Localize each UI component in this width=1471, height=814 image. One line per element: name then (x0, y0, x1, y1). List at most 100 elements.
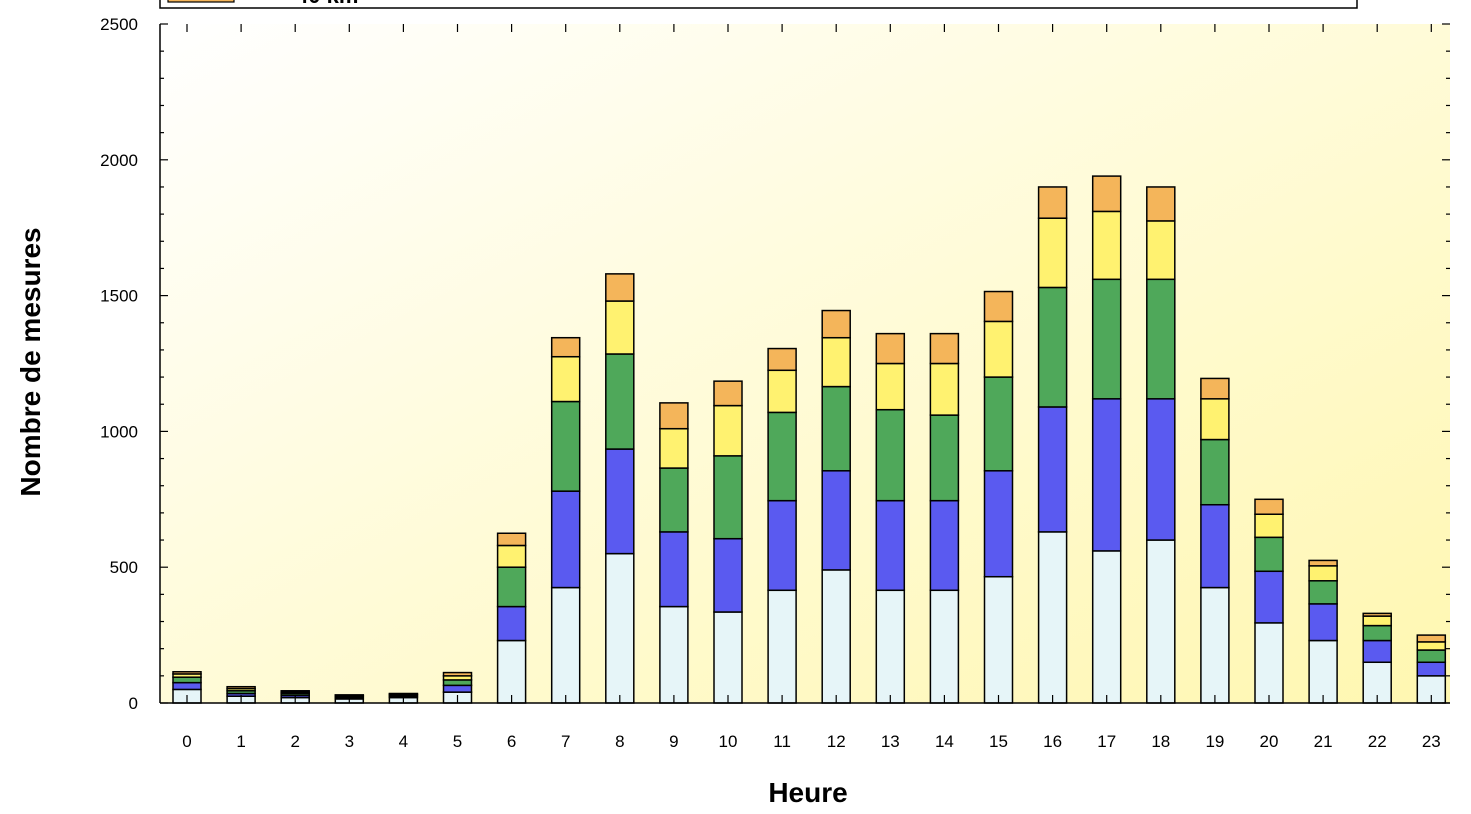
bar-segment-21-s1 (1308, 639, 1338, 704)
bar-segment-23-s4 (1416, 641, 1447, 651)
bar-segment-14-s2 (929, 499, 960, 592)
bar-segment-0-s5 (172, 671, 202, 675)
bar-segment-19-s4 (1200, 398, 1230, 441)
bar-segment-13-s4 (875, 362, 906, 411)
x-tick-label-9: 9 (669, 732, 678, 751)
bar-segment-11-s1 (767, 589, 797, 704)
bar-segment-7-s4 (550, 355, 581, 403)
x-tick-label-12: 12 (827, 732, 846, 751)
bar-segment-7-s3 (550, 400, 581, 492)
bar-segment-16-s4 (1037, 217, 1068, 289)
y-tick-label-500: 500 (110, 558, 138, 577)
bar-segment-20-s5 (1254, 498, 1284, 515)
bar-segment-22-s3 (1362, 624, 1392, 642)
bar-segment-22-s5 (1362, 612, 1392, 617)
bar-segment-16-s2 (1037, 406, 1068, 533)
legend-frame (159, 0, 1358, 9)
bar-segment-7-s5 (550, 336, 581, 358)
y-tick-label-2500: 2500 (100, 15, 138, 34)
plot-background (160, 24, 1450, 703)
bar-segment-0-s3 (172, 676, 202, 684)
bar-segment-12-s3 (821, 385, 851, 472)
bar-segment-6-s4 (496, 544, 527, 568)
y-axis-title: Nombre de mesures (15, 227, 46, 496)
bar-segment-20-s1 (1254, 622, 1284, 704)
legend-swatch (167, 0, 235, 3)
bar-segment-13-s1 (875, 589, 906, 704)
bar-segment-5-s2 (442, 684, 473, 693)
bar-segment-10-s4 (713, 404, 743, 457)
bar-segment-17-s4 (1091, 210, 1122, 281)
bar-segment-0-s2 (172, 681, 202, 691)
x-tick-label-18: 18 (1151, 732, 1170, 751)
x-tick-label-13: 13 (881, 732, 900, 751)
bar-segment-8-s4 (605, 300, 635, 355)
bar-segment-11-s3 (767, 411, 797, 502)
bar-segment-10-s3 (713, 455, 743, 540)
bar-segment-9-s5 (659, 402, 689, 430)
x-tick-label-14: 14 (935, 732, 954, 751)
bar-segment-1-s5 (226, 685, 256, 690)
x-tick-label-15: 15 (989, 732, 1008, 751)
x-tick-label-19: 19 (1205, 732, 1224, 751)
x-tick-label-21: 21 (1314, 732, 1333, 751)
x-tick-label-20: 20 (1260, 732, 1279, 751)
bar-segment-4-s5 (388, 692, 419, 695)
bar-segment-22-s2 (1362, 639, 1392, 664)
bar-segment-6-s1 (496, 639, 527, 704)
y-tick-label-1500: 1500 (100, 287, 138, 306)
bar-segment-5-s5 (442, 671, 473, 677)
bar-segment-14-s5 (929, 332, 960, 365)
bar-segment-12-s2 (821, 470, 851, 571)
bar-segment-21-s3 (1308, 580, 1338, 605)
bar-segment-21-s2 (1308, 603, 1338, 642)
bar-segment-18-s4 (1146, 220, 1176, 281)
bar-segment-19-s5 (1200, 377, 1230, 400)
bar-segment-6-s2 (496, 605, 527, 642)
x-tick-label-7: 7 (561, 732, 570, 751)
bar-segment-20-s2 (1254, 570, 1284, 624)
bar-segment-15-s2 (983, 470, 1014, 578)
y-tick-label-1000: 1000 (100, 422, 138, 441)
bar-segment-15-s1 (983, 575, 1014, 704)
bar-segment-17-s5 (1091, 175, 1122, 213)
bar-segment-13-s3 (875, 408, 906, 502)
bar-segment-15-s5 (983, 290, 1014, 323)
bar-segment-12-s5 (821, 309, 851, 339)
x-tick-label-5: 5 (453, 732, 462, 751)
x-tick-label-22: 22 (1368, 732, 1387, 751)
bar-segment-5-s3 (442, 679, 473, 687)
x-tick-label-11: 11 (773, 732, 791, 751)
bar-segment-23-s3 (1416, 649, 1447, 664)
bar-segment-8-s3 (605, 353, 635, 450)
x-tick-label-23: 23 (1422, 732, 1441, 751)
x-tick-label-16: 16 (1043, 732, 1062, 751)
bar-segment-11-s5 (767, 347, 797, 372)
x-axis-title: Heure (768, 777, 847, 808)
legend: 40 km (159, 0, 1358, 9)
x-tick-label-4: 4 (399, 732, 408, 751)
bar-segment-16-s1 (1037, 531, 1068, 704)
bar-segment-12-s1 (821, 569, 851, 704)
x-tick-label-3: 3 (345, 732, 354, 751)
bar-segment-18-s1 (1146, 539, 1176, 704)
bar-segment-14-s3 (929, 414, 960, 502)
bar-segment-21-s4 (1308, 565, 1338, 582)
bar-segment-16-s5 (1037, 186, 1068, 219)
bar-segment-19-s1 (1200, 586, 1230, 704)
bar-segment-18-s2 (1146, 398, 1176, 541)
bar-segment-8-s2 (605, 448, 635, 555)
bar-segment-9-s3 (659, 467, 689, 533)
bar-segment-23-s5 (1416, 634, 1447, 643)
bar-segment-6-s3 (496, 566, 527, 608)
bar-segment-14-s1 (929, 589, 960, 704)
bar-segment-13-s5 (875, 332, 906, 365)
bar-segment-6-s5 (496, 532, 527, 547)
x-tick-label-8: 8 (615, 732, 624, 751)
bar-segment-19-s3 (1200, 438, 1230, 506)
bar-segment-10-s1 (713, 611, 743, 704)
bar-segment-20-s4 (1254, 513, 1284, 539)
